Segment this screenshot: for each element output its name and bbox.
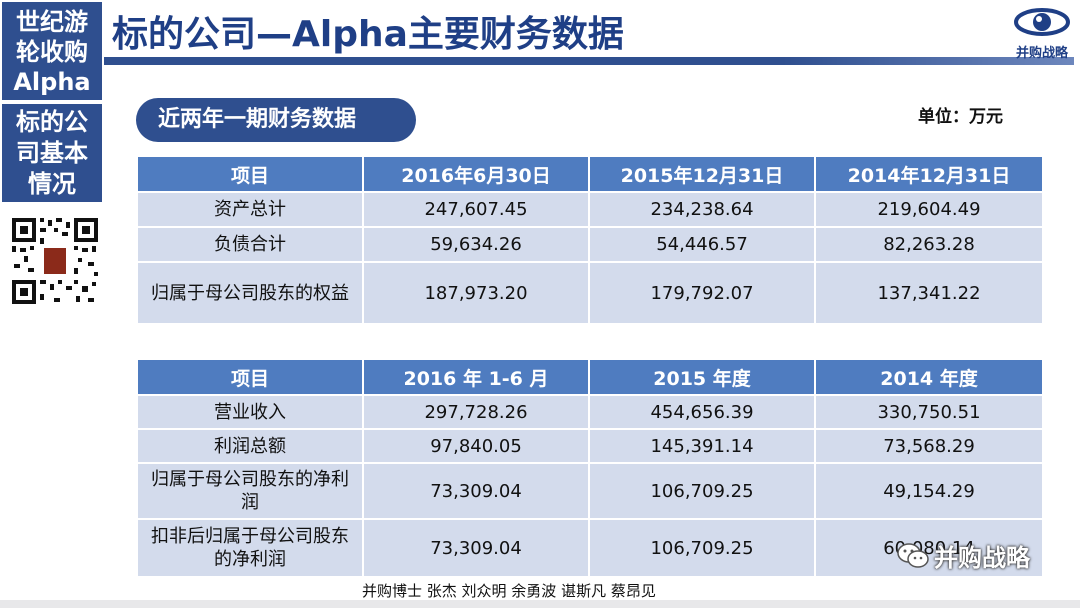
row-label: 扣非后归属于母公司股东的净利润 xyxy=(136,518,364,578)
row-label: 营业收入 xyxy=(136,394,364,430)
table-header-row: 项目 2016 年 1-6 月 2015 年度 2014 年度 xyxy=(136,358,1044,396)
table-row: 营业收入 297,728.26 454,656.39 330,750.51 xyxy=(136,394,1044,430)
table-cell: 49,154.29 xyxy=(814,462,1044,520)
section-title-pill: 近两年一期财务数据 xyxy=(136,98,416,142)
sidebar-section-acquisition: 世纪游 轮收购 Alpha xyxy=(2,2,102,100)
row-label: 利润总额 xyxy=(136,428,364,464)
table-row: 归属于母公司股东的净利润 73,309.04 106,709.25 49,154… xyxy=(136,462,1044,520)
table-row: 扣非后归属于母公司股东的净利润 73,309.04 106,709.25 60,… xyxy=(136,518,1044,578)
table-cell: 73,568.29 xyxy=(814,428,1044,464)
table-row: 利润总额 97,840.05 145,391.14 73,568.29 xyxy=(136,428,1044,464)
income-statement-table: 项目 2016 年 1-6 月 2015 年度 2014 年度 营业收入 297… xyxy=(136,358,1044,578)
table-row: 资产总计 247,607.45 234,238.64 219,604.49 xyxy=(136,191,1044,228)
row-label: 归属于母公司股东的净利润 xyxy=(136,462,364,520)
authors-footer: 并购博士 张杰 刘众明 余勇波 谌斯凡 蔡昂见 xyxy=(362,582,656,600)
row-label: 归属于母公司股东的权益 xyxy=(136,261,364,325)
unit-label: 单位：万元 xyxy=(918,107,1003,127)
watermark-text: 并购战略 xyxy=(934,544,1030,572)
sidebar-section-company-info-label: 标的公 司基本 情况 xyxy=(16,107,88,198)
column-header: 项目 xyxy=(136,358,364,396)
sidebar-section-company-info: 标的公 司基本 情况 xyxy=(2,104,102,202)
bottom-strip xyxy=(0,600,1080,608)
table-cell: 82,263.28 xyxy=(814,226,1044,263)
title-underline xyxy=(104,57,1074,65)
column-header: 2014年12月31日 xyxy=(814,155,1044,193)
table-cell: 73,309.04 xyxy=(362,518,590,578)
table-cell: 137,341.22 xyxy=(814,261,1044,325)
table-cell: 179,792.07 xyxy=(588,261,816,325)
table-cell: 247,607.45 xyxy=(362,191,590,228)
wechat-icon xyxy=(897,542,929,568)
table-cell: 219,604.49 xyxy=(814,191,1044,228)
table-cell: 54,446.57 xyxy=(588,226,816,263)
qr-code[interactable] xyxy=(10,216,100,306)
row-label: 资产总计 xyxy=(136,191,364,228)
qr-code-image xyxy=(10,216,100,306)
table-row: 归属于母公司股东的权益 187,973.20 179,792.07 137,34… xyxy=(136,261,1044,325)
table-cell: 454,656.39 xyxy=(588,394,816,430)
table-cell: 297,728.26 xyxy=(362,394,590,430)
column-header: 2016年6月30日 xyxy=(362,155,590,193)
table-row: 负债合计 59,634.26 54,446.57 82,263.28 xyxy=(136,226,1044,263)
watermark: 并购战略 xyxy=(896,538,1030,573)
table-cell: 60,080.14 xyxy=(814,518,1044,578)
table-cell: 106,709.25 xyxy=(588,462,816,520)
column-header: 2015 年度 xyxy=(588,358,816,396)
table-cell: 97,840.05 xyxy=(362,428,590,464)
page-title: 标的公司—Alpha主要财务数据 xyxy=(112,14,624,55)
column-header: 2014 年度 xyxy=(814,358,1044,396)
table-cell: 59,634.26 xyxy=(362,226,590,263)
balance-sheet-table: 项目 2016年6月30日 2015年12月31日 2014年12月31日 资产… xyxy=(136,155,1044,325)
row-label: 负债合计 xyxy=(136,226,364,263)
brand-logo-text: 并购战略 xyxy=(1015,46,1068,61)
table-cell: 234,238.64 xyxy=(588,191,816,228)
table-cell: 187,973.20 xyxy=(362,261,590,325)
column-header: 2016 年 1-6 月 xyxy=(362,358,590,396)
title-bar xyxy=(104,2,988,56)
column-header: 2015年12月31日 xyxy=(588,155,816,193)
table-header-row: 项目 2016年6月30日 2015年12月31日 2014年12月31日 xyxy=(136,155,1044,193)
brand-logo: 并购战略 xyxy=(1008,6,1076,61)
table-cell: 106,709.25 xyxy=(588,518,816,578)
column-header: 项目 xyxy=(136,155,364,193)
eye-icon xyxy=(1014,8,1070,36)
table-cell: 145,391.14 xyxy=(588,428,816,464)
table-cell: 73,309.04 xyxy=(362,462,590,520)
table-cell: 330,750.51 xyxy=(814,394,1044,430)
sidebar-section-acquisition-label: 世纪游 轮收购 Alpha xyxy=(13,8,91,96)
